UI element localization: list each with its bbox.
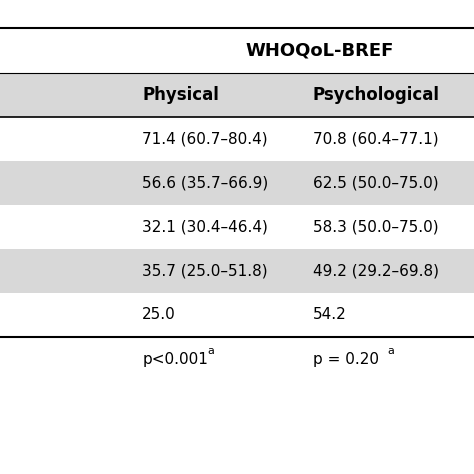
Text: Psychological: Psychological xyxy=(313,86,440,103)
Bar xyxy=(0,205,474,249)
Text: Physical: Physical xyxy=(142,86,219,103)
Text: 25.0: 25.0 xyxy=(142,308,176,322)
Bar xyxy=(0,73,474,117)
Bar xyxy=(0,117,474,161)
Text: 35.7 (25.0–51.8): 35.7 (25.0–51.8) xyxy=(142,264,268,278)
Bar xyxy=(0,293,474,337)
Bar xyxy=(0,161,474,205)
Bar xyxy=(0,249,474,293)
Text: 32.1 (30.4–46.4): 32.1 (30.4–46.4) xyxy=(142,219,268,234)
Text: p = 0.20: p = 0.20 xyxy=(313,352,379,366)
Text: 71.4 (60.7–80.4): 71.4 (60.7–80.4) xyxy=(142,131,268,146)
Text: 49.2 (29.2–69.8): 49.2 (29.2–69.8) xyxy=(313,264,439,278)
Text: p<0.001: p<0.001 xyxy=(142,352,208,366)
Bar xyxy=(0,73,474,117)
Text: 58.3 (50.0–75.0): 58.3 (50.0–75.0) xyxy=(313,219,438,234)
Text: a: a xyxy=(208,346,215,356)
Text: 54.2: 54.2 xyxy=(313,308,346,322)
Text: WHOQoL-BREF: WHOQoL-BREF xyxy=(246,42,394,59)
Bar xyxy=(0,28,474,73)
Text: a: a xyxy=(388,346,395,356)
Text: 62.5 (50.0–75.0): 62.5 (50.0–75.0) xyxy=(313,175,438,190)
Text: 70.8 (60.4–77.1): 70.8 (60.4–77.1) xyxy=(313,131,438,146)
Text: 56.6 (35.7–66.9): 56.6 (35.7–66.9) xyxy=(142,175,268,190)
